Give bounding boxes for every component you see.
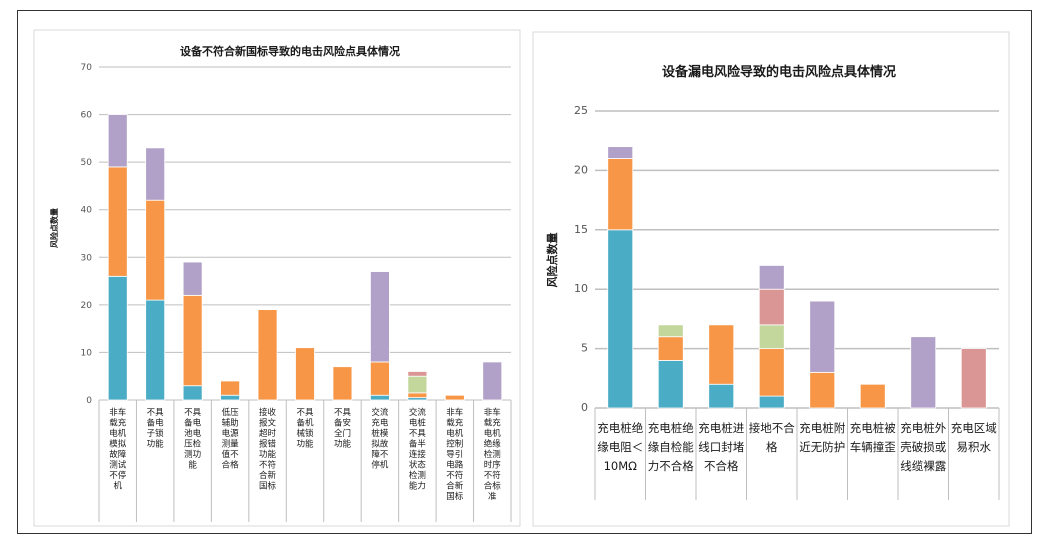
left-chart-title: 设备不符合新国标导致的电击风险点具体情况 [180, 44, 400, 58]
left-category-label: 不具备电池电压检测功能 [184, 408, 202, 471]
left-category-label: 不具备安全门功能 [334, 408, 352, 450]
left-category-label: 非车载充电机绝缘检测时序不符合标准 [484, 407, 502, 502]
right-bar-segment [657, 360, 684, 409]
left-y-tick-label: 40 [81, 206, 93, 216]
right-chart-title: 设备漏电风险导致的电击风险点具体情况 [662, 64, 896, 80]
left-bar-segment [370, 361, 390, 396]
right-category-label: 充电桩被车辆撞歪 [850, 421, 896, 454]
right-bar-segment [758, 265, 785, 290]
left-bar-segment [332, 366, 353, 401]
right-bar-segment [607, 158, 634, 231]
right-category-label: 充电桩进线口封堵不合格 [698, 421, 744, 473]
left-bar-segment [145, 199, 166, 301]
right-bar-segment [758, 348, 785, 397]
left-category-label: 非车载充电机控制导引电路不符合新国标 [446, 407, 464, 502]
left-category-label: 低压辅助电源测量值不合格 [222, 407, 240, 471]
right-bar-segment [758, 324, 785, 349]
right-category-label: 充电桩绝缘自检能力不合格 [648, 421, 694, 473]
right-y-tick-label: 20 [574, 163, 588, 176]
left-bar-segment [182, 294, 203, 387]
left-bar-segment [370, 271, 390, 363]
right-chart-y-axis-label: 风险点数量 [545, 233, 559, 288]
right-bar-segment [809, 371, 836, 409]
right-bar-segment [758, 288, 785, 326]
left-category-label: 不具备机械锁功能 [296, 408, 314, 450]
left-bar-segment [370, 394, 390, 401]
left-category-label: 交流充电桩模拟故障不停机 [371, 407, 389, 471]
left-bar-segment [295, 347, 315, 401]
left-chart-y-axis-label: 风险点数量 [49, 208, 59, 248]
right-bar-segment [708, 324, 735, 385]
right-category-label: 充电区域易积水 [951, 421, 997, 454]
right-y-tick-label: 0 [581, 401, 588, 414]
left-category-label: 交流电桩不具备半连接状态检测能力 [409, 407, 427, 492]
right-bar-segment [607, 146, 634, 159]
right-category-label: 接地不合格 [749, 421, 795, 454]
left-bar-segment [107, 166, 128, 277]
right-bar-segment [910, 336, 937, 409]
left-bar-segment [182, 385, 203, 401]
right-y-tick-label: 25 [574, 104, 588, 117]
right-y-tick-label: 5 [581, 342, 588, 355]
right-bar-segment [809, 300, 836, 373]
left-y-tick-label: 30 [81, 253, 93, 263]
left-y-tick-label: 0 [86, 396, 92, 406]
right-category-label: 充电桩附近无防护 [799, 421, 845, 454]
right-bar-segment [758, 395, 785, 409]
left-category-label: 接收报文超时报错功能不符合新国标 [259, 407, 277, 492]
left-bar-segment [107, 114, 128, 168]
right-bar-segment [657, 324, 684, 338]
left-bar-segment [444, 394, 465, 401]
left-bar-segment [257, 309, 278, 401]
left-bar-segment [182, 261, 203, 296]
left-bar-segment [145, 147, 166, 201]
right-y-tick-label: 10 [574, 282, 588, 295]
right-bar-segment [859, 383, 886, 409]
left-category-label: 非车载充电机模拟故障测试不停机 [109, 407, 127, 492]
left-bar-segment [220, 394, 240, 401]
right-category-label: 充电桩外壳破损或线缆裸露 [900, 421, 946, 473]
left-y-tick-label: 50 [81, 158, 93, 168]
left-bar-segment [482, 361, 503, 401]
left-bar-segment [407, 392, 428, 399]
left-bar-segment [407, 371, 428, 377]
left-bar-segment [220, 380, 240, 396]
left-bar-segment [107, 275, 128, 401]
left-y-tick-label: 20 [81, 301, 93, 311]
right-bar-segment [960, 348, 987, 409]
right-bar-segment [657, 336, 684, 361]
left-category-label: 不具备电子锁功能 [147, 408, 165, 450]
left-bar-segment [407, 375, 428, 394]
right-y-tick-label: 15 [574, 223, 588, 236]
left-y-tick-label: 10 [81, 348, 93, 358]
right-bar-segment [607, 229, 634, 409]
left-bar-segment [145, 299, 166, 401]
right-category-label: 充电桩绝缘电阻＜ 10MΩ [597, 421, 643, 473]
left-y-tick-label: 70 [81, 63, 93, 73]
right-bar-segment [708, 383, 735, 409]
left-y-tick-label: 60 [81, 111, 93, 121]
